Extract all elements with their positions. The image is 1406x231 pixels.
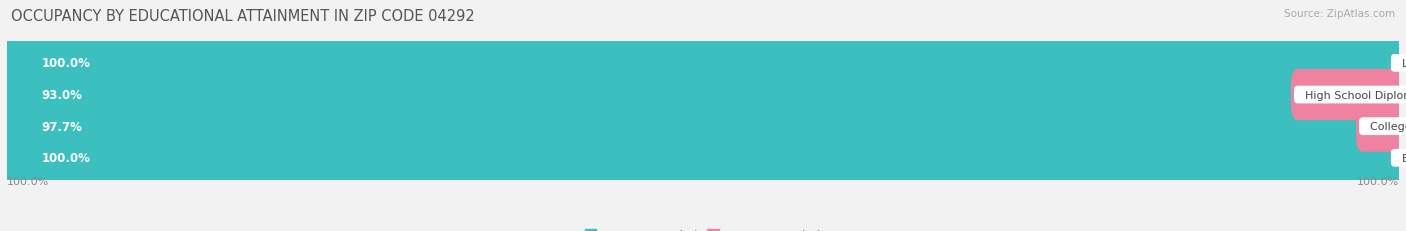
FancyBboxPatch shape xyxy=(1355,101,1402,152)
Text: 93.0%: 93.0% xyxy=(42,89,83,102)
FancyBboxPatch shape xyxy=(4,70,1402,121)
Text: 100.0%: 100.0% xyxy=(1357,176,1399,186)
Text: 100.0%: 100.0% xyxy=(42,57,91,70)
FancyBboxPatch shape xyxy=(0,60,1406,130)
Text: College/Associate Degree: College/Associate Degree xyxy=(1362,122,1406,132)
Text: 97.7%: 97.7% xyxy=(42,120,83,133)
Text: High School Diploma: High School Diploma xyxy=(1298,90,1406,100)
Text: Less than High School: Less than High School xyxy=(1395,59,1406,69)
Text: 100.0%: 100.0% xyxy=(42,152,91,165)
Legend: Owner-occupied, Renter-occupied: Owner-occupied, Renter-occupied xyxy=(579,224,827,231)
FancyBboxPatch shape xyxy=(1291,70,1402,121)
Text: 100.0%: 100.0% xyxy=(7,176,49,186)
FancyBboxPatch shape xyxy=(4,70,1305,121)
FancyBboxPatch shape xyxy=(0,123,1406,193)
FancyBboxPatch shape xyxy=(0,92,1406,162)
FancyBboxPatch shape xyxy=(4,101,1402,152)
Text: Bachelor's Degree or higher: Bachelor's Degree or higher xyxy=(1395,153,1406,163)
FancyBboxPatch shape xyxy=(0,29,1406,99)
FancyBboxPatch shape xyxy=(4,133,1402,184)
FancyBboxPatch shape xyxy=(4,133,1402,184)
Text: OCCUPANCY BY EDUCATIONAL ATTAINMENT IN ZIP CODE 04292: OCCUPANCY BY EDUCATIONAL ATTAINMENT IN Z… xyxy=(11,9,475,24)
Text: Source: ZipAtlas.com: Source: ZipAtlas.com xyxy=(1284,9,1395,19)
FancyBboxPatch shape xyxy=(4,38,1402,89)
FancyBboxPatch shape xyxy=(4,101,1369,152)
FancyBboxPatch shape xyxy=(4,38,1402,89)
